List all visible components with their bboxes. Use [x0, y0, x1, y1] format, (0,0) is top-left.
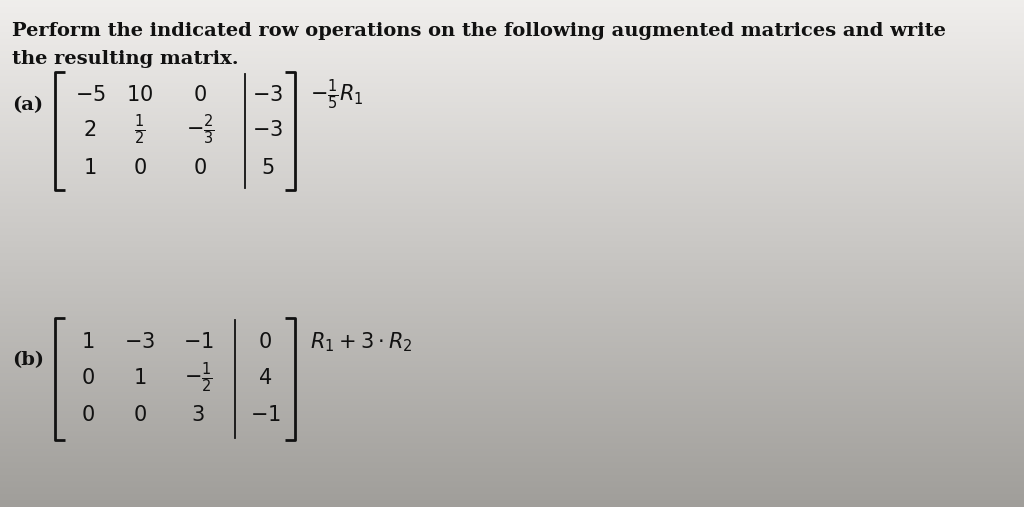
- Text: $2$: $2$: [83, 120, 96, 140]
- Text: $-5$: $-5$: [75, 85, 105, 105]
- Text: $-\frac{1}{5}R_1$: $-\frac{1}{5}R_1$: [310, 78, 364, 112]
- Text: $10$: $10$: [126, 85, 154, 105]
- Text: Perform the indicated row operations on the following augmented matrices and wri: Perform the indicated row operations on …: [12, 22, 946, 40]
- Text: $1$: $1$: [81, 332, 94, 352]
- Text: (b): (b): [12, 351, 44, 369]
- Text: $1$: $1$: [83, 158, 96, 178]
- Text: $-3$: $-3$: [253, 85, 284, 105]
- Text: $-\frac{1}{2}$: $-\frac{1}{2}$: [183, 361, 212, 395]
- Text: $0$: $0$: [258, 332, 272, 352]
- Text: $0$: $0$: [194, 85, 207, 105]
- Text: $-\frac{2}{3}$: $-\frac{2}{3}$: [185, 113, 214, 147]
- Text: the resulting matrix.: the resulting matrix.: [12, 50, 239, 68]
- Text: $0$: $0$: [133, 158, 146, 178]
- Text: $3$: $3$: [191, 405, 205, 425]
- Text: $0$: $0$: [81, 368, 95, 388]
- Text: (a): (a): [12, 96, 43, 114]
- Text: $-1$: $-1$: [182, 332, 213, 352]
- Text: $R_1+3\cdot R_2$: $R_1+3\cdot R_2$: [310, 330, 413, 354]
- Text: $0$: $0$: [133, 405, 146, 425]
- Text: $4$: $4$: [258, 368, 272, 388]
- Text: $0$: $0$: [81, 405, 95, 425]
- Text: $-1$: $-1$: [250, 405, 281, 425]
- Text: $\frac{1}{2}$: $\frac{1}{2}$: [134, 113, 145, 147]
- Text: $5$: $5$: [261, 158, 274, 178]
- Text: $0$: $0$: [194, 158, 207, 178]
- Text: $1$: $1$: [133, 368, 146, 388]
- Text: $-3$: $-3$: [253, 120, 284, 140]
- Text: $-3$: $-3$: [125, 332, 156, 352]
